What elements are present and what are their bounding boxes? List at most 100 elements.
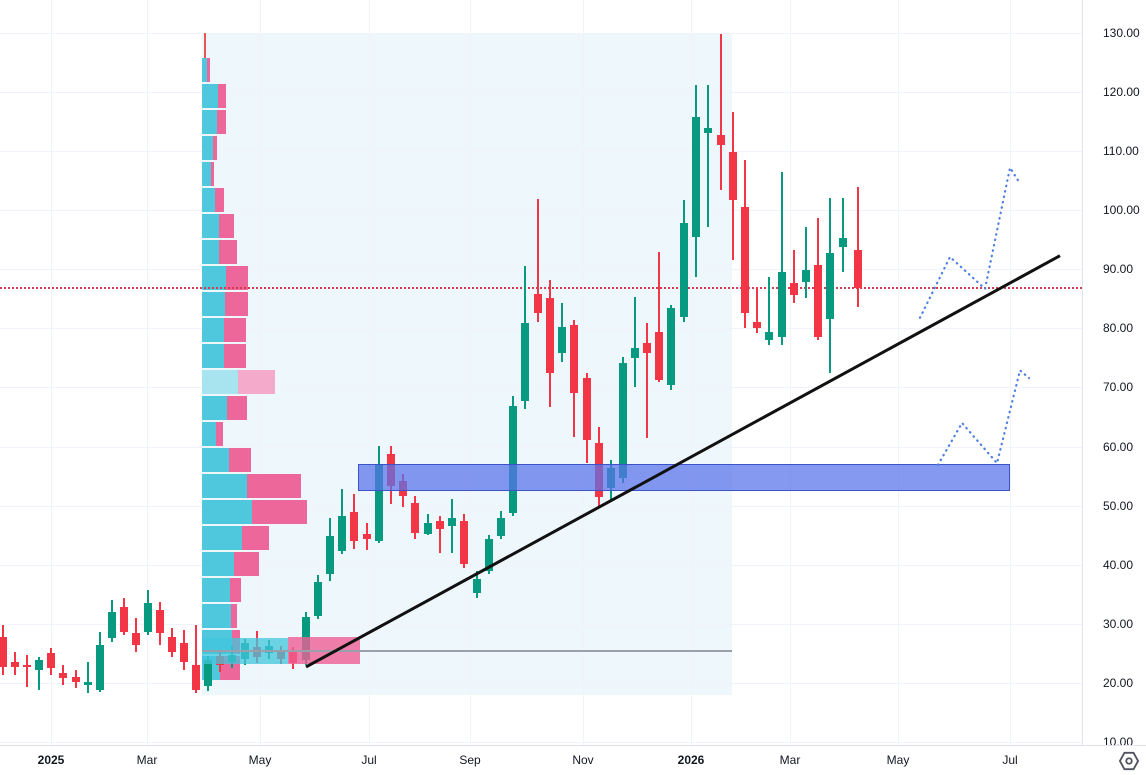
volume-profile-buy-bar: [202, 604, 231, 628]
candle-body: [473, 578, 481, 594]
volume-profile-sell-bar: [252, 500, 307, 524]
price-level-line[interactable]: [0, 287, 1082, 290]
candle-body: [47, 653, 55, 669]
candle-body: [363, 534, 371, 539]
candle-body: [802, 269, 810, 282]
h-gridline: [0, 505, 1082, 507]
volume-profile-buy-bar: [202, 344, 224, 368]
candle-body: [411, 502, 419, 533]
v-gridline: [790, 0, 791, 745]
h-gridline: [0, 564, 1082, 566]
volume-profile-sell-bar: [219, 214, 234, 238]
time-axis-label: Sep: [459, 753, 481, 767]
price-axis-label: 40.00: [1103, 557, 1134, 572]
candle-wick: [195, 625, 197, 693]
volume-profile-buy-bar: [202, 110, 217, 134]
candle-body: [132, 633, 140, 646]
price-axis-label: 100.00: [1103, 203, 1140, 218]
volume-profile-buy-bar: [202, 578, 230, 602]
candle-wick: [634, 297, 636, 387]
time-axis-label: May: [248, 753, 272, 767]
candle-body: [778, 272, 786, 337]
price-axis-label: 120.00: [1103, 85, 1140, 100]
candle-wick: [646, 323, 648, 438]
price-axis[interactable]: 130.00 120.00 110.00 100.00 90.00 80.00 70.00 6…: [1082, 0, 1146, 749]
candle-body: [497, 518, 505, 536]
candle-body: [72, 677, 80, 682]
candle-body: [741, 206, 749, 314]
volume-profile-buy-bar: [202, 188, 215, 212]
volume-profile-buy-bar: [202, 136, 213, 160]
h-gridline: [0, 387, 1082, 389]
candle-body: [826, 253, 834, 319]
candle-wick: [857, 187, 859, 308]
candle-body: [765, 331, 773, 340]
volume-profile-sell-bar: [226, 266, 248, 290]
volume-profile-buy-bar: [202, 240, 219, 264]
v-gridline: [369, 0, 370, 745]
candle-body: [839, 238, 847, 248]
hexagon-logo-icon[interactable]: [1114, 749, 1144, 773]
candle-body: [814, 265, 822, 337]
profile-range-marker: [204, 33, 206, 58]
volume-profile-sell-bar: [218, 84, 226, 108]
candle-body: [314, 582, 322, 617]
price-axis-label: 50.00: [1103, 498, 1134, 513]
candle-body: [692, 116, 700, 237]
volume-profile-sell-bar: [224, 318, 246, 342]
volume-profile-buy-bar: [202, 474, 247, 498]
volume-profile-sell-bar: [242, 526, 269, 550]
time-axis-label: 2025: [37, 753, 65, 767]
volume-profile-buy-bar: [202, 448, 229, 472]
volume-profile-sell-bar: [230, 578, 241, 602]
volume-profile-buy-bar: [202, 370, 238, 394]
candle-body: [168, 636, 176, 653]
candle-body: [521, 323, 529, 402]
price-axis-label: 90.00: [1103, 262, 1134, 277]
volume-profile-buy-bar: [202, 422, 216, 446]
zone-supply-blue[interactable]: [358, 464, 1010, 492]
v-gridline: [147, 0, 148, 745]
volume-profile-sell-bar: [213, 136, 217, 160]
candle-body: [120, 607, 128, 633]
candle-wick: [707, 84, 709, 227]
price-axis-label: 80.00: [1103, 321, 1134, 336]
volume-profile-buy-bar: [202, 526, 242, 550]
candle-body: [790, 282, 798, 295]
candle-wick: [793, 249, 795, 303]
volume-profile-sell-bar: [225, 292, 248, 316]
volume-profile-buy-bar: [202, 266, 226, 290]
price-axis-label: 20.00: [1103, 675, 1134, 690]
candle-body: [753, 321, 761, 328]
candle-body: [96, 645, 104, 690]
candle-body: [546, 298, 554, 374]
time-axis[interactable]: 2025 Mar May Jul Sep Nov 2026 Mar May Jul: [0, 745, 1146, 775]
candle-body: [583, 378, 591, 441]
candle-body: [631, 347, 639, 358]
chart-pane[interactable]: [0, 0, 1082, 745]
volume-profile-sell-bar: [231, 604, 237, 628]
candle-body: [729, 151, 737, 201]
volume-profile-buy-bar: [202, 162, 211, 186]
h-gridline: [0, 92, 1082, 94]
candle-body: [0, 636, 7, 667]
h-gridline: [0, 33, 1082, 34]
support-line[interactable]: [202, 650, 732, 652]
candle-body: [84, 681, 92, 685]
candle-body: [338, 516, 346, 552]
candle-wick: [38, 656, 40, 690]
candle-body: [108, 612, 116, 638]
v-gridline: [898, 0, 899, 745]
candle-body: [570, 324, 578, 393]
time-axis-label: Mar: [136, 753, 158, 767]
candle-wick: [720, 34, 722, 191]
profile-range-background: [202, 33, 732, 695]
volume-profile-buy-bar: [202, 552, 234, 576]
volume-profile-sell-bar: [211, 162, 214, 186]
candle-body: [704, 128, 712, 133]
volume-profile-buy-bar: [202, 58, 207, 82]
h-gridline: [0, 269, 1082, 271]
time-axis-label: May: [886, 753, 910, 767]
candle-body: [35, 659, 43, 670]
